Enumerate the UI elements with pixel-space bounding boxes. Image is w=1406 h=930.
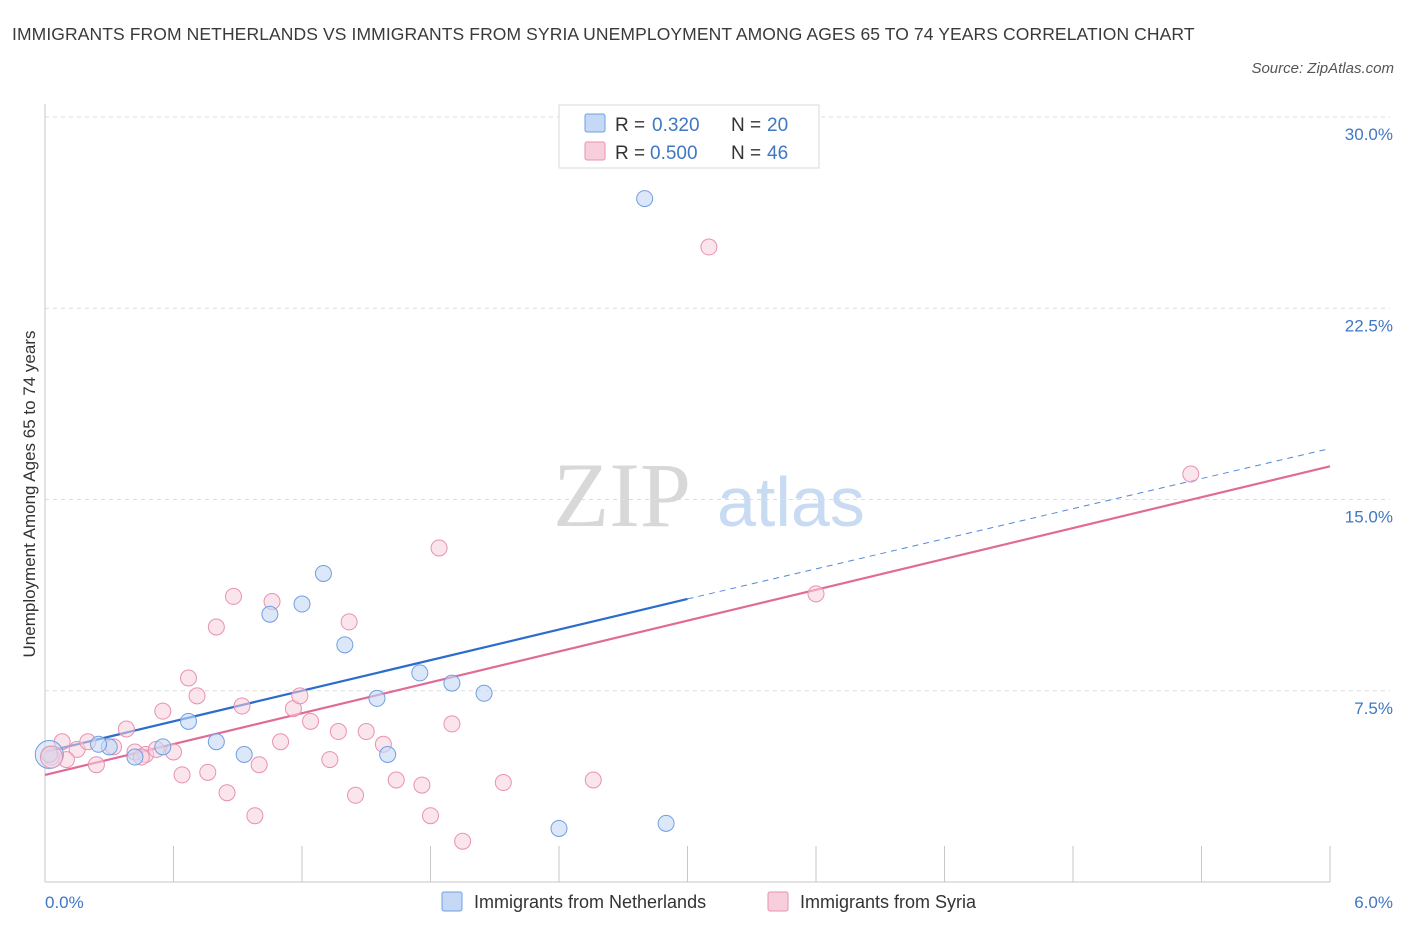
point-syria <box>494 774 512 792</box>
point-syria <box>413 776 431 794</box>
point-syria <box>87 756 105 774</box>
point-netherlands <box>179 712 197 730</box>
point-netherlands <box>368 689 386 707</box>
point-syria-cluster <box>39 745 63 769</box>
y-tick-label: 7.5% <box>1354 699 1393 718</box>
point-syria <box>188 687 206 705</box>
point-netherlands <box>411 664 429 682</box>
point-syria <box>302 712 320 730</box>
point-syria <box>387 771 405 789</box>
chart-title: IMMIGRANTS FROM NETHERLANDS VS IMMIGRANT… <box>12 24 1195 44</box>
point-netherlands <box>293 595 311 613</box>
legend-n-label-1: N = <box>731 115 761 136</box>
point-netherlands <box>379 746 397 763</box>
point-netherlands <box>90 735 108 753</box>
trend-lines <box>44 448 1331 776</box>
y-tick-label: 22.5% <box>1345 316 1393 335</box>
bottom-legend-swatch-syria <box>767 891 789 912</box>
bottom-legend-netherlands: Immigrants from Netherlands <box>474 892 706 912</box>
point-syria <box>357 723 375 741</box>
gridlines <box>45 116 1390 692</box>
point-syria <box>291 687 309 705</box>
axes <box>44 104 1331 883</box>
data-points <box>34 190 1200 850</box>
point-syria <box>207 618 225 636</box>
point-syria <box>272 733 290 751</box>
point-syria <box>321 751 339 769</box>
legend-n-value-1: 20 <box>767 115 788 136</box>
point-syria <box>347 786 365 804</box>
trend-line-netherlands <box>44 597 688 754</box>
legend-n-value-2: 46 <box>767 143 788 164</box>
watermark-zip: ZIP <box>553 444 691 546</box>
point-syria <box>584 771 602 789</box>
legend-r-value-2: 0.500 <box>650 143 698 164</box>
y-tick-label: 15.0% <box>1345 508 1393 527</box>
point-syria <box>422 807 439 825</box>
trend-line-syria <box>44 465 1331 776</box>
point-syria <box>340 613 358 631</box>
legend-r-label-1: R = <box>615 115 645 136</box>
legend-swatch-syria <box>584 141 606 161</box>
bottom-legend: Immigrants from Netherlands Immigrants f… <box>441 891 977 912</box>
legend-n-label-2: N = <box>731 143 761 164</box>
point-syria <box>199 763 217 781</box>
legend-swatch-netherlands <box>584 113 606 133</box>
point-netherlands <box>336 636 354 654</box>
point-syria <box>1182 465 1200 483</box>
point-netherlands <box>261 605 279 623</box>
point-netherlands <box>550 819 568 837</box>
legend-r-label-2: R = <box>615 143 645 164</box>
point-syria <box>430 539 448 557</box>
point-syria <box>807 585 825 603</box>
y-tick-label: 30.0% <box>1345 125 1393 144</box>
point-netherlands <box>314 564 332 582</box>
source-label: Source: ZipAtlas.com <box>1251 60 1394 77</box>
point-syria <box>117 720 135 738</box>
bottom-legend-syria: Immigrants from Syria <box>800 892 977 912</box>
x-tick-label: 0.0% <box>45 893 84 912</box>
point-syria <box>700 238 718 256</box>
point-syria <box>250 756 268 774</box>
bottom-legend-swatch-netherlands <box>441 891 463 912</box>
point-netherlands <box>235 746 253 763</box>
legend-r-value-1: 0.320 <box>652 115 700 136</box>
point-syria <box>154 702 172 720</box>
point-netherlands <box>475 684 493 702</box>
watermark-atlas: atlas <box>717 463 865 541</box>
point-syria <box>233 697 251 715</box>
point-syria <box>329 723 347 741</box>
point-netherlands <box>207 733 225 751</box>
point-syria <box>454 832 472 850</box>
point-syria <box>443 715 461 733</box>
top-legend: R = 0.320 N = 20 R = 0.500 N = 46 <box>558 104 820 169</box>
point-netherlands <box>443 674 461 692</box>
point-netherlands <box>657 814 675 832</box>
x-tick-label: 6.0% <box>1354 893 1393 912</box>
point-syria <box>218 784 236 802</box>
point-netherlands <box>636 190 654 208</box>
point-netherlands <box>154 738 172 756</box>
tick-labels: 7.5% 15.0% 22.5% 30.0% 0.0% 6.0% <box>45 125 1393 912</box>
point-syria <box>173 766 191 784</box>
point-netherlands <box>126 748 144 766</box>
point-syria <box>224 587 242 605</box>
point-syria <box>179 669 197 687</box>
y-axis-label: Unemployment Among Ages 65 to 74 years <box>20 331 39 658</box>
point-syria <box>246 807 264 825</box>
